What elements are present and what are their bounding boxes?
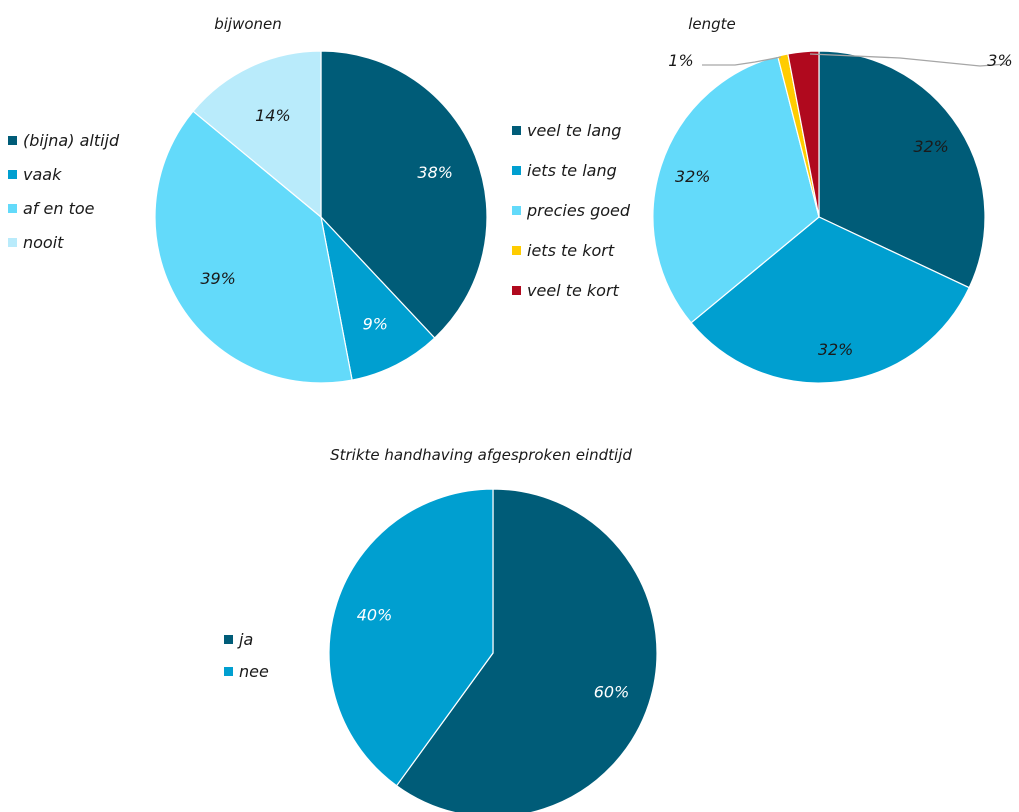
chart-3-title: Strikte handhaving afgesproken eindtijd bbox=[330, 446, 632, 464]
legend-swatch bbox=[8, 238, 17, 247]
legend-swatch bbox=[512, 166, 521, 175]
pie-chart-1: 38% (bijna) altijd 9% vaak 39% af en toe 14% no… bbox=[8, 51, 487, 383]
data-label: 39% bbox=[200, 269, 236, 288]
data-label: 9% bbox=[363, 315, 388, 334]
legend-label: veel te kort bbox=[527, 281, 620, 300]
legend-swatch bbox=[8, 136, 17, 145]
legend-swatch bbox=[224, 667, 233, 676]
legend-swatch bbox=[512, 286, 521, 295]
data-label: 40% bbox=[357, 606, 393, 625]
legend-label: iets te lang bbox=[527, 161, 617, 180]
chart-1-title: bijwonen bbox=[214, 15, 282, 33]
legend-label: veel te lang bbox=[527, 121, 621, 140]
data-label: 60% bbox=[594, 683, 630, 702]
data-label: 14% bbox=[255, 106, 291, 125]
legend-swatch bbox=[8, 204, 17, 213]
legend-swatch bbox=[8, 170, 17, 179]
data-label: 32% bbox=[675, 167, 711, 186]
data-label: 32% bbox=[818, 340, 854, 359]
legend-label: ja bbox=[237, 630, 253, 649]
legend-label: precies goed bbox=[526, 201, 631, 220]
legend-swatch bbox=[512, 126, 521, 135]
pie-chart-3: 60% ja 40% nee bbox=[224, 489, 657, 812]
legend-swatch bbox=[512, 246, 521, 255]
legend-label: nee bbox=[239, 662, 269, 681]
legend-swatch bbox=[224, 635, 233, 644]
data-label: 38% bbox=[417, 163, 453, 182]
legend-label: nooit bbox=[23, 233, 64, 252]
legend-label: (bijna) altijd bbox=[23, 131, 120, 150]
legend-label: iets te kort bbox=[527, 241, 615, 260]
data-label: 32% bbox=[913, 137, 949, 156]
legend-swatch bbox=[512, 206, 521, 215]
pie-chart-2: 32% veel te lang 32% iets te lang 32% precies… bbox=[512, 51, 1013, 383]
legend-label: vaak bbox=[23, 165, 62, 184]
chart-2-title: lengte bbox=[688, 15, 736, 33]
legend-label: af en toe bbox=[23, 199, 95, 218]
data-label: 1% bbox=[668, 51, 693, 70]
data-label: 3% bbox=[987, 51, 1012, 70]
